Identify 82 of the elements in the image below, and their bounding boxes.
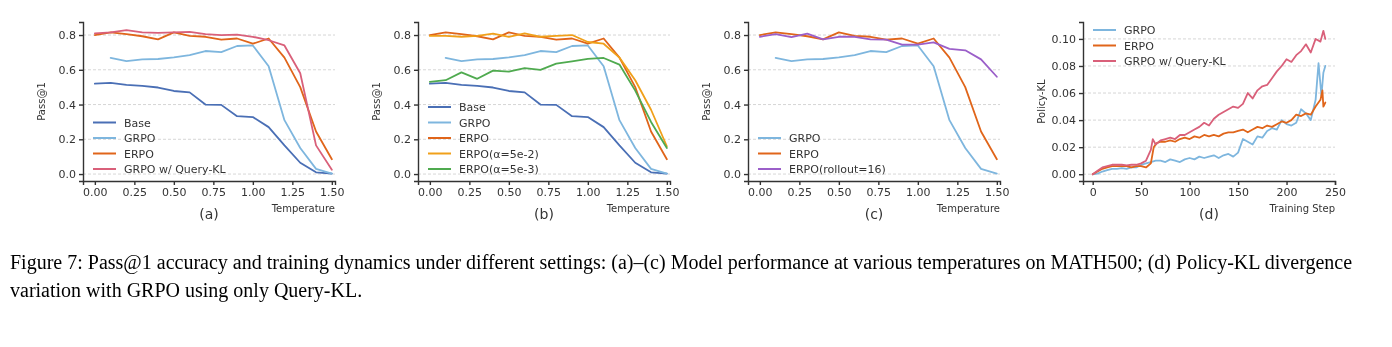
- y-tick-label: 0.0: [723, 168, 741, 182]
- legend-label: GRPO: [1124, 24, 1156, 37]
- x-tick-label: 1.50: [655, 185, 680, 199]
- x-tick-label: 150: [1228, 185, 1250, 199]
- y-tick-label: 0.4: [393, 98, 411, 112]
- caption: Figure 7: Pass@1 accuracy and training dynamics under different settings: (a)–(c) Model performance at various temperatures on MATH500; (d) Policy-KL divergence variation with GRPO using only Query-KL.: [10, 251, 1353, 302]
- x-tick-label: 0.75: [536, 185, 562, 199]
- legend-label: Base: [124, 116, 152, 130]
- y-tick-label: 0.00: [1051, 168, 1076, 182]
- y-tick-label: 0.4: [58, 98, 76, 112]
- x-tick-label: 0.00: [418, 185, 443, 199]
- x-tick-label: 0.25: [787, 185, 813, 199]
- legend-label: ERPO: [459, 132, 490, 145]
- y-tick-label: 0.02: [1051, 141, 1076, 155]
- x-tick-label: 0.75: [866, 185, 892, 199]
- y-tick-label: 0.2: [58, 133, 76, 147]
- y-axis-title: Pass@1: [371, 82, 382, 121]
- x-tick-label: 1.25: [945, 185, 971, 199]
- legend-label: ERPO: [1124, 39, 1155, 53]
- y-tick-label: 0.04: [1051, 114, 1076, 128]
- y-tick-label: 0.2: [393, 133, 411, 147]
- y-tick-label: 0.6: [723, 63, 741, 77]
- x-axis-title: Training Step: [1268, 203, 1335, 214]
- legend-label: GRPO w/ Query-KL: [124, 163, 227, 176]
- x-tick-label: 1.25: [280, 185, 306, 199]
- x-tick-label: 100: [1179, 185, 1201, 199]
- text: (c): [864, 206, 884, 222]
- legend-label: ERPO: [124, 147, 155, 161]
- text: (a): [199, 206, 219, 222]
- y-tick-label: 0.10: [1051, 32, 1076, 46]
- x-tick-label: 0: [1089, 185, 1097, 199]
- legend-label: GRPO w/ Query-KL: [1124, 55, 1227, 68]
- y-tick-label: 0.6: [393, 63, 411, 77]
- legend-label: Base: [459, 101, 487, 114]
- x-tick-label: 0.50: [827, 185, 852, 199]
- text: (b): [534, 206, 554, 222]
- legend-label: GRPO: [459, 116, 491, 130]
- line-series: [109, 44, 333, 175]
- y-tick-label: 0.0: [393, 168, 411, 182]
- x-tick-label: 0.00: [83, 185, 108, 199]
- y-tick-label: 0.6: [58, 63, 76, 77]
- x-tick-label: 1.25: [615, 185, 641, 199]
- line-series: [444, 44, 668, 175]
- line-series: [758, 31, 998, 161]
- y-tick-label: 0.8: [393, 29, 411, 43]
- y-tick-label: 0.8: [723, 29, 741, 43]
- x-tick-label: 0.25: [457, 185, 483, 199]
- x-tick-label: 1.50: [985, 185, 1010, 199]
- legend-label: GRPO: [789, 132, 821, 145]
- text: (d): [1199, 206, 1219, 222]
- y-tick-label: 0.0: [58, 168, 76, 182]
- x-tick-label: 0.75: [201, 185, 227, 199]
- legend-label: ERPO(α=5e-2): [459, 147, 539, 161]
- y-axis-title: Policy-KL: [1036, 78, 1047, 124]
- x-axis-title: Temperature: [935, 203, 1000, 214]
- x-axis-title: Temperature: [270, 203, 335, 214]
- line-series: [428, 57, 668, 149]
- y-axis-title: Pass@1: [701, 82, 712, 121]
- y-tick-label: 0.08: [1051, 60, 1076, 73]
- x-axis-title: Temperature: [605, 203, 670, 214]
- x-tick-label: 1.00: [576, 185, 601, 199]
- x-tick-label: 50: [1134, 185, 1149, 199]
- x-tick-label: 250: [1325, 185, 1346, 199]
- line-series: [774, 44, 998, 175]
- x-tick-label: 0.50: [497, 185, 522, 199]
- y-axis-title: Pass@1: [36, 82, 47, 121]
- legend-label: GRPO: [124, 132, 156, 145]
- legend-label: ERPO(α=5e-3): [459, 163, 539, 176]
- line-series: [758, 32, 998, 78]
- legend-label: ERPO(rollout=16): [789, 163, 886, 176]
- y-tick-label: 0.06: [1051, 87, 1076, 101]
- x-tick-label: 1.00: [241, 185, 266, 199]
- y-tick-label: 0.4: [723, 98, 741, 112]
- y-tick-label: 0.8: [58, 29, 76, 43]
- x-tick-label: 200: [1276, 185, 1298, 199]
- x-tick-label: 1.00: [906, 185, 931, 199]
- x-tick-label: 0.25: [122, 185, 148, 199]
- y-tick-label: 0.2: [723, 133, 741, 147]
- legend-label: ERPO: [789, 147, 820, 161]
- x-tick-label: 0.50: [162, 185, 187, 199]
- x-tick-label: 0.00: [748, 185, 773, 199]
- x-tick-label: 1.50: [320, 185, 345, 199]
